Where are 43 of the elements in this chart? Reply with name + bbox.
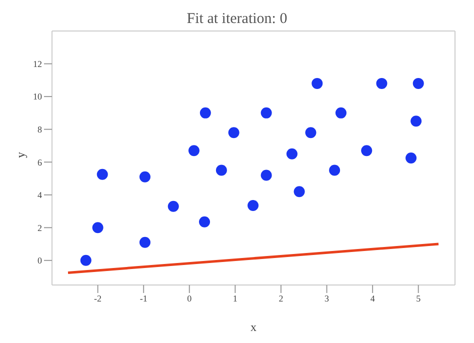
point (92, 222, 104, 234)
x-tick-label: 0 (187, 293, 192, 304)
x-tick-label: -2 (94, 293, 102, 304)
y-tick-label: 10 (33, 92, 42, 102)
point (312, 78, 323, 89)
point (248, 200, 259, 212)
point (376, 78, 388, 89)
point (96, 168, 108, 180)
point (139, 171, 150, 182)
point (80, 254, 92, 266)
x-tick-label: 2 (278, 293, 284, 304)
y-tick-label: 2 (38, 222, 42, 233)
x-tick-label: 5 (416, 293, 422, 304)
y-axis-title: y (13, 152, 28, 158)
x-axis-title: x (250, 320, 256, 334)
y-tick-label: 12 (33, 58, 42, 69)
y-tick-label: 8 (38, 124, 42, 135)
point (305, 127, 316, 138)
x-tick-label: 1 (232, 293, 238, 304)
chart-title: Fit at iteration: 0 (186, 10, 288, 29)
point (216, 164, 227, 176)
point (412, 78, 424, 89)
y-tick-label: 0 (38, 256, 42, 266)
point (139, 236, 150, 248)
point (260, 107, 272, 118)
point (406, 152, 417, 164)
point (188, 145, 200, 156)
point (286, 148, 298, 160)
x-tick-label: -1 (140, 293, 148, 304)
point (410, 116, 422, 127)
point (361, 145, 372, 156)
y-tick-label: 6 (38, 157, 42, 168)
x-tick-label: 4 (370, 293, 376, 304)
point (228, 127, 240, 138)
point (168, 200, 179, 212)
point (200, 107, 211, 118)
y-tick-label: 4 (38, 190, 42, 200)
point (260, 170, 272, 181)
point (335, 107, 346, 118)
point (294, 186, 305, 198)
point (329, 164, 340, 176)
x-tick-label: 3 (324, 293, 330, 304)
point (199, 216, 210, 228)
